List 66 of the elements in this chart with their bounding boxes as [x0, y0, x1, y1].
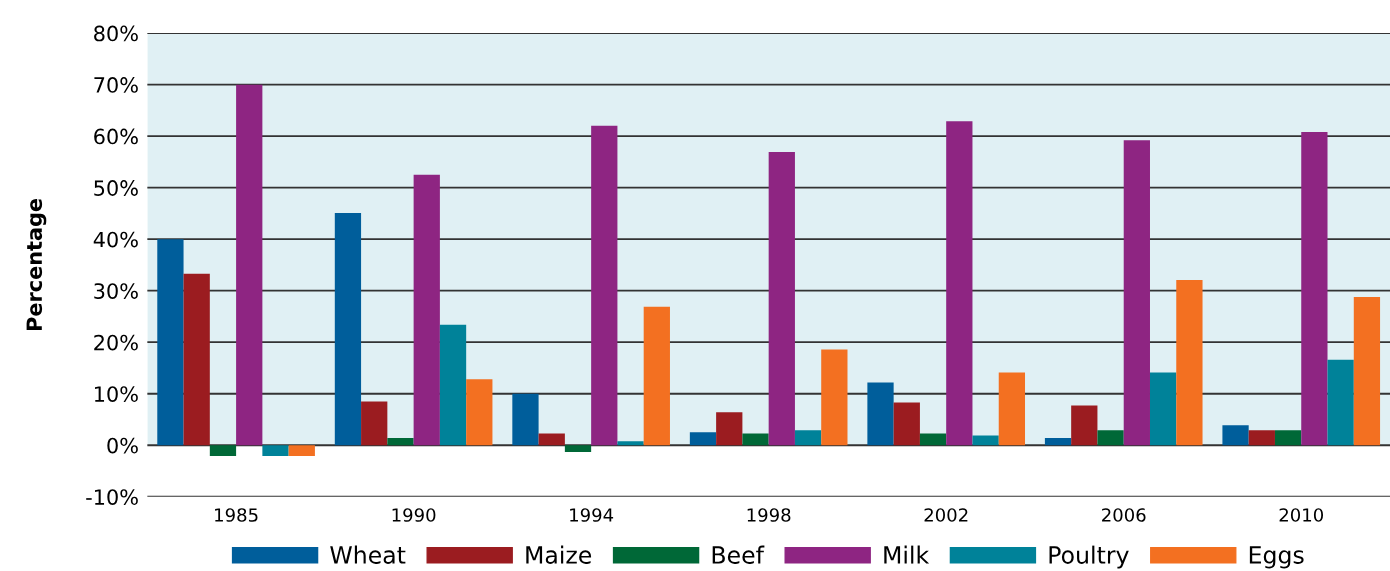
legend-label: Eggs: [1249, 546, 1304, 569]
bar: [439, 324, 467, 446]
y-tick-label: 20%: [94, 334, 138, 351]
x-tick-label: 2002: [924, 508, 968, 522]
bar: [1097, 430, 1124, 446]
legend-label: Beef: [712, 545, 765, 564]
y-tick-label: 80%: [94, 25, 138, 42]
x-tick-label: 1998: [747, 508, 791, 522]
y-tick-label: -10%: [86, 489, 138, 505]
bar: [689, 432, 717, 446]
y-tick-label: 0%: [107, 437, 138, 454]
x-tick-label: 1994: [570, 508, 614, 522]
bar: [1353, 296, 1381, 446]
bar: [466, 379, 493, 446]
bar: [1071, 405, 1098, 446]
bar: [768, 152, 795, 446]
bar: [1327, 359, 1354, 446]
y-axis-title: Percentage: [26, 198, 47, 331]
y-tick-label: 70%: [94, 77, 138, 93]
bar: [413, 174, 440, 446]
bar: [919, 433, 947, 446]
y-tick-label: 30%: [94, 283, 138, 299]
bar: [236, 84, 263, 446]
bar: [1248, 430, 1275, 446]
bar: [591, 125, 618, 446]
x-tick-label: 2006: [1102, 508, 1146, 522]
y-tick-label: 40%: [93, 231, 138, 248]
bar: [716, 412, 743, 446]
bar: [1044, 438, 1072, 446]
bar: [209, 445, 237, 457]
bar: [972, 435, 999, 446]
bar: [1176, 279, 1203, 446]
bar: [564, 445, 592, 452]
bar: [262, 445, 289, 457]
bar: [643, 306, 670, 446]
bar: [742, 433, 769, 446]
bar: [512, 393, 539, 446]
legend-label: Milk: [884, 545, 930, 564]
bar: [998, 372, 1026, 446]
x-tick-label: 2010: [1279, 508, 1324, 522]
bar: [334, 212, 362, 446]
x-tick-label: 1985: [215, 508, 258, 522]
bar: [538, 433, 565, 446]
bar: [821, 349, 848, 446]
bar: [946, 121, 973, 446]
y-tick-label: 50%: [94, 180, 138, 196]
bar: [1301, 132, 1328, 446]
legend-label: Poultry: [1049, 545, 1129, 569]
x-tick-label: 1990: [392, 508, 436, 522]
legend-label: Wheat: [330, 545, 406, 564]
bar: [387, 438, 414, 446]
bar: [288, 445, 315, 457]
bar: [1222, 425, 1249, 446]
bar: [1149, 372, 1177, 446]
y-tick-label: 60%: [94, 128, 138, 145]
y-tick-label: 10%: [94, 386, 138, 402]
bar: [867, 382, 894, 446]
bar: [617, 441, 644, 446]
bar: [183, 273, 210, 446]
bar: [361, 401, 388, 446]
bar: [893, 402, 920, 446]
bar: [794, 430, 822, 446]
bar: [1123, 140, 1150, 446]
legend-label: Maize: [526, 545, 592, 564]
bar: [1274, 430, 1302, 446]
bar: [157, 239, 184, 446]
